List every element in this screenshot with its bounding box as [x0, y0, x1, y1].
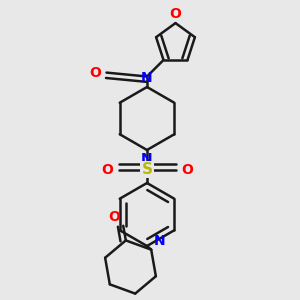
Text: O: O — [89, 66, 101, 80]
Text: S: S — [142, 162, 152, 177]
Text: O: O — [169, 7, 181, 21]
Text: N: N — [141, 152, 153, 167]
Text: O: O — [108, 210, 120, 224]
Text: O: O — [101, 163, 113, 176]
Text: N: N — [154, 234, 166, 248]
Text: O: O — [181, 163, 193, 176]
Text: N: N — [141, 70, 153, 85]
